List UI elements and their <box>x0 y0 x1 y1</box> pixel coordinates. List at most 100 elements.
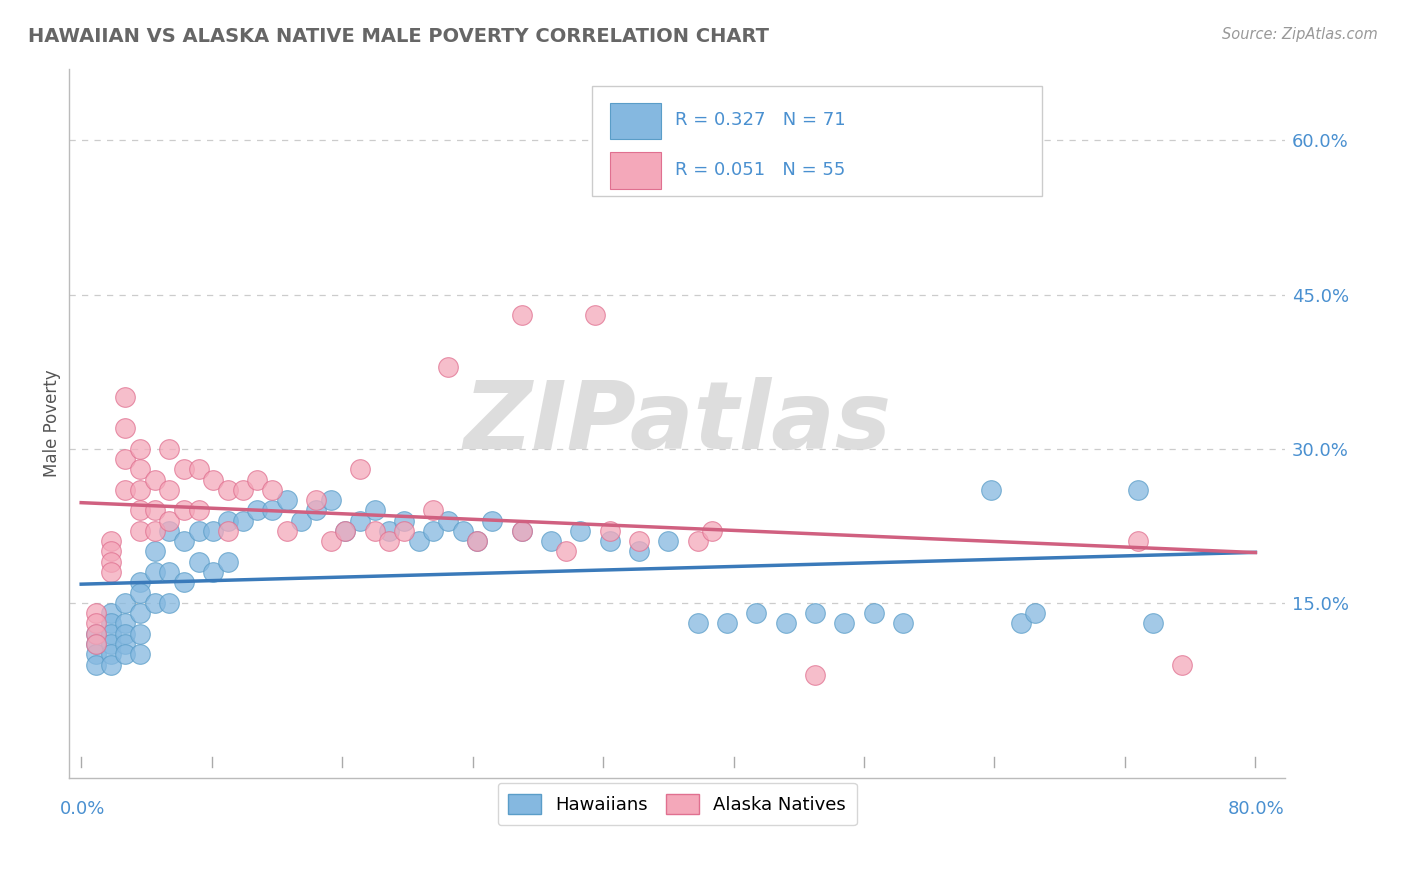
Point <box>335 524 357 538</box>
Point <box>657 534 679 549</box>
Point <box>540 534 562 549</box>
Point <box>305 493 328 508</box>
Point <box>305 503 328 517</box>
Point <box>775 616 797 631</box>
Point <box>114 626 136 640</box>
Point <box>467 534 489 549</box>
Point <box>217 483 239 497</box>
Point <box>157 483 180 497</box>
Point <box>157 596 180 610</box>
Point <box>100 544 122 558</box>
Text: HAWAIIAN VS ALASKA NATIVE MALE POVERTY CORRELATION CHART: HAWAIIAN VS ALASKA NATIVE MALE POVERTY C… <box>28 27 769 45</box>
Point <box>716 616 738 631</box>
Point <box>319 493 342 508</box>
Point <box>114 421 136 435</box>
Point <box>232 483 254 497</box>
Point <box>100 626 122 640</box>
FancyBboxPatch shape <box>610 103 661 139</box>
Text: 0.0%: 0.0% <box>59 800 105 818</box>
Point <box>260 483 283 497</box>
Point <box>84 637 107 651</box>
Point <box>246 503 269 517</box>
Point <box>392 514 415 528</box>
Point <box>1126 483 1149 497</box>
Point <box>157 524 180 538</box>
Point <box>378 524 401 538</box>
Point <box>862 606 884 620</box>
Point <box>319 534 342 549</box>
Point <box>129 606 152 620</box>
Point <box>422 524 444 538</box>
Point <box>569 524 592 538</box>
Point <box>173 575 195 590</box>
Point <box>246 473 269 487</box>
Point <box>100 555 122 569</box>
Point <box>84 626 107 640</box>
Point <box>129 626 152 640</box>
Point <box>554 544 576 558</box>
Text: Source: ZipAtlas.com: Source: ZipAtlas.com <box>1222 27 1378 42</box>
Point <box>686 534 709 549</box>
Point <box>804 606 827 620</box>
Point <box>378 534 401 549</box>
Point <box>187 462 209 476</box>
Point <box>143 544 166 558</box>
Legend: Hawaiians, Alaska Natives: Hawaiians, Alaska Natives <box>498 783 856 825</box>
Point <box>422 503 444 517</box>
Point <box>627 534 650 549</box>
Point <box>100 637 122 651</box>
Point <box>143 503 166 517</box>
Point <box>290 514 312 528</box>
Point <box>84 637 107 651</box>
Point <box>173 462 195 476</box>
Point <box>702 524 724 538</box>
FancyBboxPatch shape <box>610 153 661 189</box>
Point <box>143 565 166 579</box>
Point <box>217 555 239 569</box>
Point <box>1142 616 1164 631</box>
Text: ZIPatlas: ZIPatlas <box>463 377 891 469</box>
Point <box>980 483 1002 497</box>
Point <box>187 555 209 569</box>
Point <box>232 514 254 528</box>
Point <box>202 565 225 579</box>
Point <box>834 616 856 631</box>
Point <box>114 596 136 610</box>
Point <box>129 575 152 590</box>
Point <box>599 524 621 538</box>
Point <box>100 616 122 631</box>
Point <box>276 493 298 508</box>
Point <box>364 524 387 538</box>
Point <box>143 596 166 610</box>
Point <box>143 524 166 538</box>
Point <box>100 534 122 549</box>
Point <box>451 524 474 538</box>
Point <box>437 514 460 528</box>
Point <box>129 524 152 538</box>
Point <box>510 308 533 322</box>
Point <box>217 514 239 528</box>
Point <box>1024 606 1046 620</box>
Point <box>187 524 209 538</box>
Point <box>114 637 136 651</box>
Point <box>745 606 768 620</box>
Point <box>84 616 107 631</box>
Y-axis label: Male Poverty: Male Poverty <box>44 369 60 477</box>
Point <box>276 524 298 538</box>
Point <box>84 626 107 640</box>
Point <box>510 524 533 538</box>
Point <box>467 534 489 549</box>
Text: R = 0.051   N = 55: R = 0.051 N = 55 <box>675 161 845 179</box>
Point <box>481 514 503 528</box>
Point <box>627 544 650 558</box>
Point <box>129 483 152 497</box>
Point <box>891 616 914 631</box>
Point <box>437 359 460 374</box>
Point <box>1010 616 1032 631</box>
Point <box>129 462 152 476</box>
Point <box>217 524 239 538</box>
Point <box>129 647 152 661</box>
Point <box>408 534 430 549</box>
Point <box>114 483 136 497</box>
Point <box>1171 657 1194 672</box>
